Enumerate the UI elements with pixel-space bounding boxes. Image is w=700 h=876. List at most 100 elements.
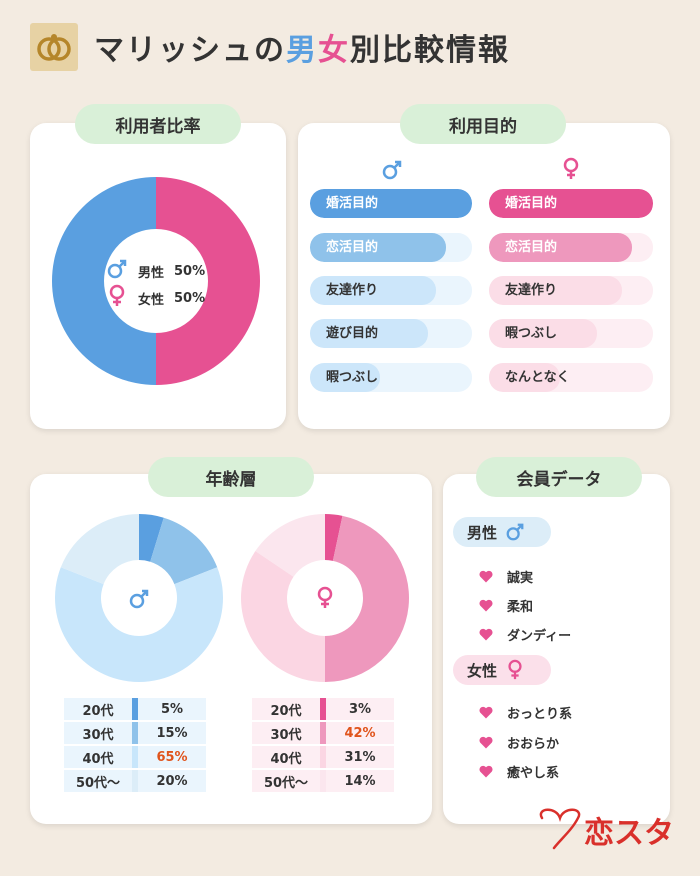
female-symbol-icon (505, 659, 525, 681)
female-symbol-icon (560, 157, 582, 185)
purpose-bar-female-5: なんとなく (489, 363, 653, 392)
male-label: 男性 (138, 265, 165, 281)
member-female-header: 女性 (453, 655, 551, 685)
ratio-card: 男性 50% 女性 50% (30, 123, 286, 429)
age-donut-charts (54, 514, 410, 682)
age-label: 20代 (64, 698, 132, 720)
female-ratio-value: 50% (174, 290, 206, 306)
ratio-donut-chart (52, 177, 260, 385)
age-table-female: 20代 3% 30代 42% 40代 31% 50代〜 14% (252, 696, 394, 794)
trait-item: おっとり系 (479, 703, 572, 722)
purpose-bar-male-2: 恋活目的 (310, 233, 472, 262)
age-label: 50代〜 (252, 770, 320, 792)
table-row: 40代 31% (252, 746, 394, 768)
purpose-bar-male-4: 遊び目的 (310, 319, 472, 348)
member-male-header: 男性 (453, 517, 551, 547)
purpose-label: 暇つぶし (326, 370, 379, 385)
table-row: 20代 5% (64, 698, 206, 720)
age-female-slice-2 (325, 515, 410, 682)
trait-label: おっとり系 (507, 707, 573, 722)
age-pct-highlight: 42% (326, 722, 394, 744)
male-ratio-value: 50% (174, 263, 206, 279)
purpose-bar-female-4: 暇つぶし (489, 319, 653, 348)
trait-item: 柔和 (479, 596, 533, 615)
trait-label: 柔和 (507, 600, 534, 615)
age-pct: 14% (326, 770, 394, 792)
age-section-label: 年齢層 (148, 457, 314, 497)
age-female-slice-1 (325, 514, 343, 561)
table-row: 20代 3% (252, 698, 394, 720)
age-card: 20代 5% 30代 15% 40代 65% 50代〜 20% 20代 3% 30代 42%… (30, 474, 432, 824)
title-male: 男 (286, 33, 318, 68)
purpose-bar-male-5: 暇つぶし (310, 363, 472, 392)
female-symbol-icon (314, 586, 336, 614)
title-female: 女 (318, 33, 350, 68)
member-card: 男性 誠実 柔和 ダンディー 女性 おっとり系 おおらか 癒やし系 (443, 474, 670, 824)
trait-label: 誠実 (507, 571, 534, 586)
age-label: 20代 (252, 698, 320, 720)
female-symbol-icon (106, 284, 128, 312)
ratio-section-label: 利用者比率 (75, 104, 241, 144)
purpose-label: 恋活目的 (505, 240, 558, 255)
ratio-slice-2 (52, 177, 156, 385)
purpose-label: 婚活目的 (505, 196, 558, 211)
age-label: 40代 (64, 746, 132, 768)
heart-icon (479, 628, 493, 641)
trait-item: ダンディー (479, 625, 571, 644)
age-pct: 20% (138, 770, 206, 792)
male-symbol-icon (381, 159, 403, 185)
trait-label: ダンディー (507, 629, 572, 644)
male-symbol-icon (106, 258, 128, 284)
age-label: 30代 (64, 722, 132, 744)
purpose-label: 婚活目的 (326, 196, 379, 211)
page-title: マリッシュの男女別比較情報 (94, 25, 510, 69)
age-male-slice-2 (150, 517, 218, 585)
purpose-bar-female-3: 友達作り (489, 276, 653, 305)
age-pct-highlight: 65% (138, 746, 206, 768)
purpose-card: 婚活目的 恋活目的 友達作り 遊び目的 暇つぶし 婚活目的 恋活目的 友達作り … (298, 123, 670, 429)
purpose-label: 友達作り (326, 283, 379, 298)
male-symbol-icon (128, 588, 150, 614)
title-prefix: マリッシュの (94, 33, 286, 68)
age-pct: 3% (326, 698, 394, 720)
age-label: 30代 (252, 722, 320, 744)
member-female-label: 女性 (467, 661, 498, 680)
purpose-bar-female-2: 恋活目的 (489, 233, 653, 262)
rings-logo-icon (30, 23, 78, 71)
ratio-slice-1 (156, 177, 260, 385)
legend-female: 女性 50% (106, 284, 205, 312)
purpose-bar-male-3: 友達作り (310, 276, 472, 305)
heart-icon (479, 706, 493, 719)
trait-item: 癒やし系 (479, 762, 559, 781)
female-label: 女性 (138, 292, 165, 308)
age-label: 50代〜 (64, 770, 132, 792)
heart-icon (479, 765, 493, 778)
trait-label: おおらか (507, 737, 560, 752)
purpose-section-label: 利用目的 (400, 104, 566, 144)
title-suffix: 別比較情報 (350, 33, 510, 68)
table-row: 30代 42% (252, 722, 394, 744)
table-row: 30代 15% (64, 722, 206, 744)
age-female-slice-4 (255, 514, 325, 577)
table-row: 50代〜 20% (64, 770, 206, 792)
trait-item: おおらか (479, 733, 559, 752)
male-symbol-icon (505, 522, 525, 542)
heart-icon (479, 570, 493, 583)
purpose-bar-female-1: 婚活目的 (489, 189, 653, 218)
member-section-label: 会員データ (476, 457, 642, 497)
purpose-label: 遊び目的 (326, 326, 379, 341)
legend-male: 男性 50% (106, 258, 205, 284)
age-table-male: 20代 5% 30代 15% 40代 65% 50代〜 20% (64, 696, 206, 794)
purpose-label: 恋活目的 (326, 240, 379, 255)
heart-icon (479, 599, 493, 612)
table-row: 50代〜 14% (252, 770, 394, 792)
age-pct: 15% (138, 722, 206, 744)
brand-logo: 恋スタ (584, 816, 674, 851)
member-male-label: 男性 (467, 523, 498, 542)
header: マリッシュの男女別比較情報 (30, 22, 510, 72)
trait-item: 誠実 (479, 567, 533, 586)
purpose-label: 友達作り (505, 283, 558, 298)
purpose-label: なんとなく (505, 370, 570, 385)
table-row: 40代 65% (64, 746, 206, 768)
age-male-slice-3 (54, 567, 223, 682)
